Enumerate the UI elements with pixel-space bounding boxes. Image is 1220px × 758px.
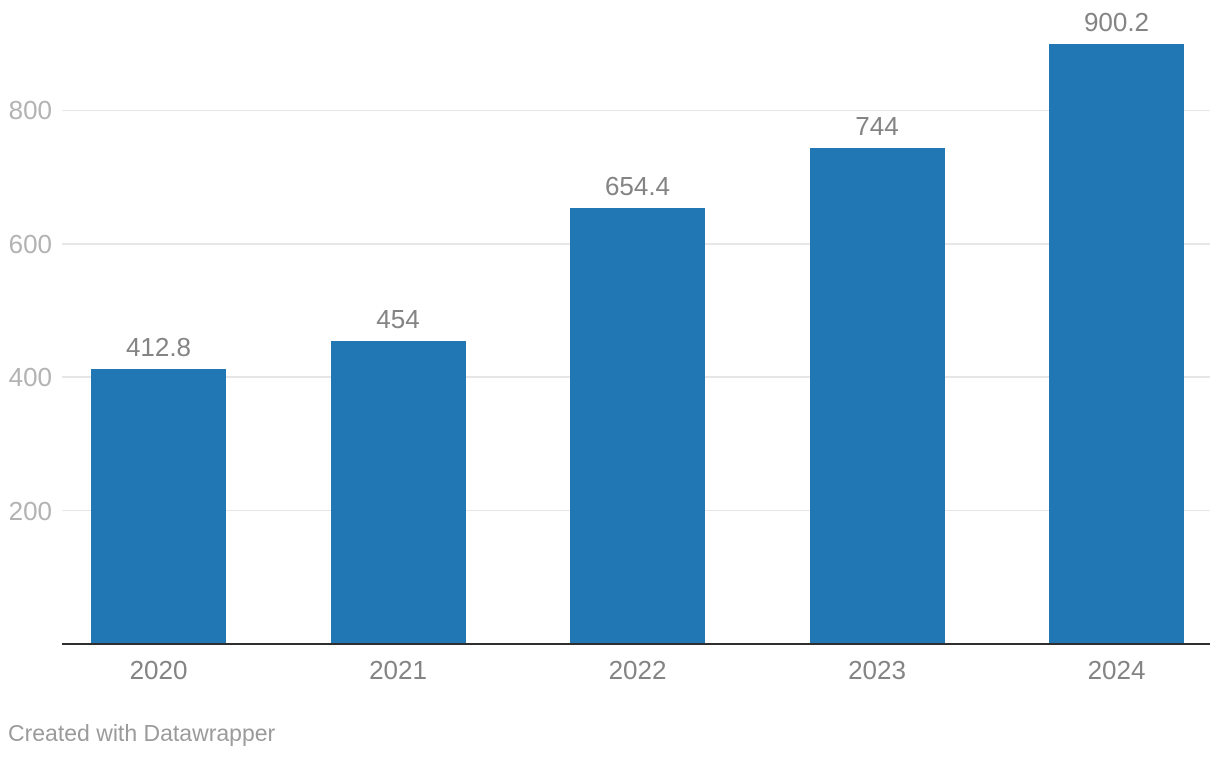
bar-2020[interactable] <box>91 368 226 644</box>
y-axis-tick-label: 800 <box>8 95 52 126</box>
x-axis-tick-label: 2021 <box>369 655 427 685</box>
x-axis-tick-label: 2020 <box>129 655 188 685</box>
x-axis-baseline <box>62 642 1210 645</box>
bar-2024[interactable] <box>1049 43 1184 644</box>
bar-2021[interactable] <box>330 341 466 644</box>
datawrapper-attribution-link[interactable]: Created with Datawrapper <box>8 720 276 746</box>
bar-2022[interactable] <box>570 207 705 644</box>
bar-value-label: 412.8 <box>125 331 192 362</box>
y-axis-tick-label: 600 <box>8 228 52 259</box>
bar-value-label: 454 <box>376 304 420 335</box>
bar-2023[interactable] <box>809 147 945 644</box>
bar-value-label: 744 <box>855 110 899 141</box>
attribution: Created with Datawrapper <box>8 720 275 746</box>
bar-value-label: 900.2 <box>1083 6 1150 37</box>
x-axis-tick-label: 2023 <box>848 655 906 685</box>
bar-value-label: 654.4 <box>604 170 671 201</box>
y-axis-tick-label: 400 <box>8 362 52 393</box>
y-gridline <box>62 109 1210 112</box>
y-axis-tick-label: 200 <box>8 495 52 526</box>
x-axis-tick-label: 2024 <box>1087 655 1146 685</box>
x-axis-tick-label: 2022 <box>608 655 667 685</box>
